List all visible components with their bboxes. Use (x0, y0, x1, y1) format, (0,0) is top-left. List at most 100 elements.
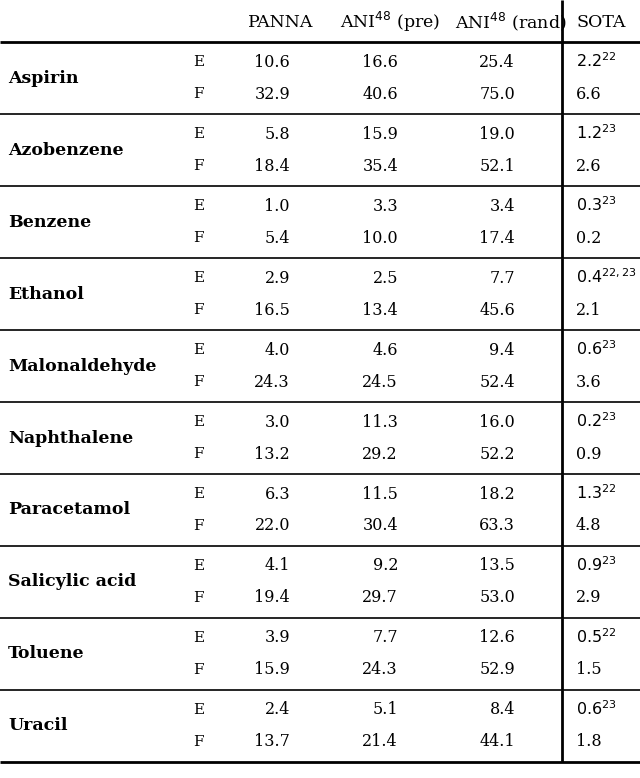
Text: 11.3: 11.3 (362, 413, 398, 430)
Text: 2.4: 2.4 (264, 702, 290, 719)
Text: 75.0: 75.0 (479, 86, 515, 103)
Text: 44.1: 44.1 (479, 734, 515, 751)
Text: E: E (193, 127, 204, 141)
Text: F: F (193, 591, 204, 605)
Text: 3.0: 3.0 (264, 413, 290, 430)
Text: 35.4: 35.4 (362, 157, 398, 174)
Text: 24.5: 24.5 (362, 373, 398, 391)
Text: 10.6: 10.6 (254, 54, 290, 71)
Text: 4.1: 4.1 (264, 558, 290, 574)
Text: 30.4: 30.4 (362, 517, 398, 534)
Text: 7.7: 7.7 (490, 269, 515, 286)
Text: 24.3: 24.3 (362, 661, 398, 678)
Text: 8.4: 8.4 (490, 702, 515, 719)
Text: 2.9: 2.9 (264, 269, 290, 286)
Text: 19.4: 19.4 (254, 590, 290, 607)
Text: Ethanol: Ethanol (8, 286, 84, 303)
Text: 13.5: 13.5 (479, 558, 515, 574)
Text: $0.9^{23}$: $0.9^{23}$ (576, 556, 617, 576)
Text: F: F (193, 447, 204, 461)
Text: 1.8: 1.8 (576, 734, 602, 751)
Text: 4.6: 4.6 (372, 342, 398, 359)
Text: 12.6: 12.6 (479, 629, 515, 647)
Text: $0.6^{23}$: $0.6^{23}$ (576, 341, 617, 359)
Text: 7.7: 7.7 (372, 629, 398, 647)
Text: $0.6^{23}$: $0.6^{23}$ (576, 701, 617, 720)
Text: E: E (193, 559, 204, 573)
Text: 3.3: 3.3 (372, 198, 398, 215)
Text: 25.4: 25.4 (479, 54, 515, 71)
Text: Salicylic acid: Salicylic acid (8, 573, 136, 591)
Text: 9.4: 9.4 (490, 342, 515, 359)
Text: E: E (193, 487, 204, 501)
Text: F: F (193, 735, 204, 749)
Text: E: E (193, 703, 204, 717)
Text: 40.6: 40.6 (362, 86, 398, 103)
Text: 45.6: 45.6 (479, 302, 515, 318)
Text: $0.5^{22}$: $0.5^{22}$ (576, 629, 617, 647)
Text: 29.2: 29.2 (362, 446, 398, 462)
Text: 13.2: 13.2 (254, 446, 290, 462)
Text: 1.0: 1.0 (264, 198, 290, 215)
Text: E: E (193, 631, 204, 645)
Text: Benzene: Benzene (8, 213, 92, 230)
Text: 16.6: 16.6 (362, 54, 398, 71)
Text: F: F (193, 663, 204, 677)
Text: ANI$^{48}$ (pre): ANI$^{48}$ (pre) (340, 10, 440, 34)
Text: F: F (193, 303, 204, 317)
Text: 52.9: 52.9 (479, 661, 515, 678)
Text: F: F (193, 87, 204, 101)
Text: SOTA: SOTA (576, 13, 625, 30)
Text: 18.2: 18.2 (479, 485, 515, 503)
Text: 0.2: 0.2 (576, 230, 602, 247)
Text: 29.7: 29.7 (362, 590, 398, 607)
Text: Uracil: Uracil (8, 717, 67, 734)
Text: PANNA: PANNA (248, 13, 314, 30)
Text: 10.0: 10.0 (362, 230, 398, 247)
Text: 0.9: 0.9 (576, 446, 602, 462)
Text: 3.4: 3.4 (490, 198, 515, 215)
Text: 11.5: 11.5 (362, 485, 398, 503)
Text: 6.3: 6.3 (264, 485, 290, 503)
Text: E: E (193, 271, 204, 285)
Text: 32.9: 32.9 (254, 86, 290, 103)
Text: 13.7: 13.7 (254, 734, 290, 751)
Text: F: F (193, 519, 204, 533)
Text: 4.0: 4.0 (264, 342, 290, 359)
Text: 15.9: 15.9 (254, 661, 290, 678)
Text: 3.9: 3.9 (264, 629, 290, 647)
Text: 18.4: 18.4 (254, 157, 290, 174)
Text: 9.2: 9.2 (372, 558, 398, 574)
Text: 5.4: 5.4 (264, 230, 290, 247)
Text: 16.5: 16.5 (254, 302, 290, 318)
Text: F: F (193, 231, 204, 245)
Text: 2.1: 2.1 (576, 302, 602, 318)
Text: 52.4: 52.4 (479, 373, 515, 391)
Text: F: F (193, 159, 204, 173)
Text: 1.5: 1.5 (576, 661, 602, 678)
Text: Toluene: Toluene (8, 646, 84, 663)
Text: 13.4: 13.4 (362, 302, 398, 318)
Text: 2.5: 2.5 (372, 269, 398, 286)
Text: 2.6: 2.6 (576, 157, 602, 174)
Text: 5.1: 5.1 (372, 702, 398, 719)
Text: 24.3: 24.3 (254, 373, 290, 391)
Text: 22.0: 22.0 (255, 517, 290, 534)
Text: 19.0: 19.0 (479, 125, 515, 142)
Text: Azobenzene: Azobenzene (8, 142, 124, 159)
Text: 52.1: 52.1 (479, 157, 515, 174)
Text: Paracetamol: Paracetamol (8, 502, 130, 518)
Text: $0.3^{23}$: $0.3^{23}$ (576, 197, 617, 216)
Text: 3.6: 3.6 (576, 373, 602, 391)
Text: 4.8: 4.8 (576, 517, 602, 534)
Text: 63.3: 63.3 (479, 517, 515, 534)
Text: 52.2: 52.2 (479, 446, 515, 462)
Text: 15.9: 15.9 (362, 125, 398, 142)
Text: ANI$^{48}$ (rand): ANI$^{48}$ (rand) (455, 11, 566, 33)
Text: 21.4: 21.4 (362, 734, 398, 751)
Text: Aspirin: Aspirin (8, 69, 79, 86)
Text: $0.4^{22,23}$: $0.4^{22,23}$ (576, 268, 637, 287)
Text: $2.2^{22}$: $2.2^{22}$ (576, 53, 617, 72)
Text: 53.0: 53.0 (479, 590, 515, 607)
Text: 6.6: 6.6 (576, 86, 602, 103)
